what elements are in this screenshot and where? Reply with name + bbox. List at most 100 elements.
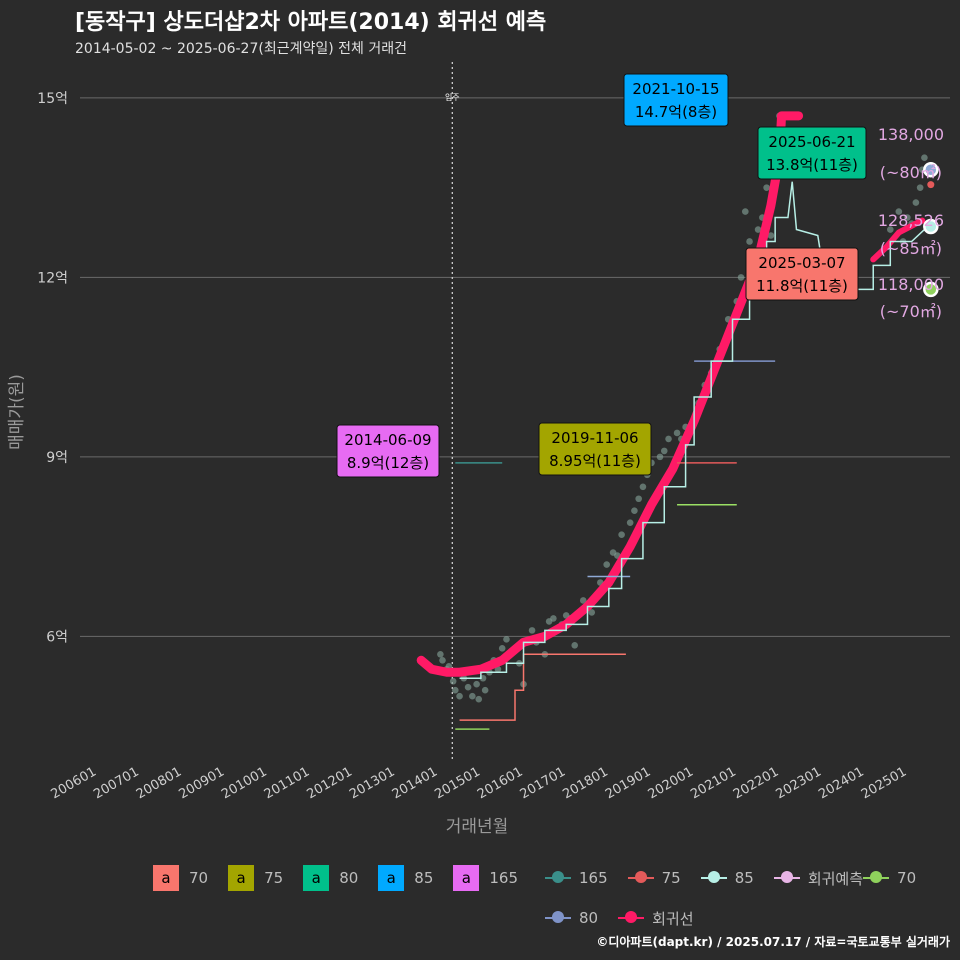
annotation-bg: [538, 422, 652, 476]
line-legend: 165 75 85 회귀예측 70 80 회귀선: [545, 865, 945, 931]
legend-line-label: 회귀선: [652, 909, 694, 928]
forecast-area: (~80㎡): [880, 163, 942, 182]
scatter-point: [579, 597, 587, 604]
scatter-point: [916, 184, 924, 191]
chart-title: [동작구] 상도더샵2차 아파트(2014) 회귀선 예측: [75, 10, 547, 35]
x-tick-label: 201301: [347, 764, 397, 802]
annotation-box: 2019-11-06 8.95억(11층): [538, 422, 652, 476]
y-tick-label: 15억: [37, 91, 68, 107]
x-tick-label: 200801: [134, 764, 184, 802]
scatter-point: [618, 531, 625, 538]
scatter-point: [912, 199, 920, 206]
scatter-point: [469, 692, 476, 700]
scatter-point: [660, 447, 668, 455]
scatter-point: [456, 692, 463, 700]
legend-line-item: 80: [545, 905, 598, 931]
scatter-point: [673, 429, 681, 437]
legend-line-label: 80: [579, 909, 599, 927]
x-tick-label: 201501: [432, 764, 482, 802]
legend-line-label: 165: [579, 869, 608, 887]
annotation-value: 14.7억(8층): [635, 103, 717, 121]
scatter-point: [498, 645, 506, 652]
annotation-date: 2019-11-06: [551, 429, 638, 447]
forecast-value: 138,000: [878, 125, 944, 144]
forecast-value: 118,000: [878, 275, 944, 294]
scatter-point: [895, 208, 903, 215]
scatter-point: [528, 627, 536, 634]
scatter-point: [921, 154, 928, 162]
legend-area-swatch: a: [228, 865, 255, 891]
scatter-point: [741, 208, 749, 215]
annotation-box: 2021-10-15 14.7억(8층): [623, 73, 729, 127]
legend-area-swatch: a: [303, 865, 330, 891]
x-tick-label: 202201: [731, 764, 781, 802]
regression-line: [416, 111, 804, 677]
x-tick-label: 201201: [304, 764, 354, 802]
x-tick-label: 202501: [859, 764, 909, 802]
x-tick-label: 202001: [646, 764, 696, 802]
forecast-marker: [923, 281, 939, 298]
x-tick-label: 201801: [560, 764, 610, 802]
scatter-point: [473, 680, 480, 688]
x-tick-label: 201401: [390, 764, 440, 802]
scatter-point: [737, 274, 745, 281]
annotation-value: 13.8억(11층): [766, 156, 858, 174]
scatter-point: [635, 495, 642, 503]
x-tick-label: 201601: [475, 764, 525, 802]
area-legend: a 70 a 75 a 80 a 85 a 165: [153, 865, 538, 891]
scatter-point: [631, 507, 638, 515]
x-tick-label: 202401: [816, 764, 866, 802]
legend-line-item: 회귀선: [618, 905, 694, 931]
legend-area-label: 70: [189, 869, 209, 887]
annotation-bg: [623, 73, 729, 127]
scatter-point: [603, 561, 610, 568]
legend-line-swatch: [545, 865, 571, 891]
annotation-value: 8.9억(12층): [347, 454, 429, 472]
legend-line-item: 75: [627, 865, 681, 891]
scatter-point: [588, 609, 596, 616]
forecast-marker: [923, 218, 939, 235]
scatter-point: [767, 232, 775, 239]
legend-line-item: 회귀예측: [773, 865, 864, 891]
annotation-bg: [336, 424, 440, 478]
y-tick-label: 6억: [46, 629, 68, 645]
annotation-bg: [745, 247, 859, 301]
x-tick-label: 201001: [219, 764, 269, 802]
scatter-point: [439, 656, 446, 664]
x-tick-label: 202301: [774, 764, 824, 802]
scatter-point: [571, 642, 579, 649]
annotation-bg: [757, 126, 867, 180]
y-axis-title: 매매가(원): [7, 374, 27, 450]
legend-line-swatch: [545, 905, 571, 931]
legend-area-label: 80: [339, 869, 359, 887]
x-tick-label: 201901: [603, 764, 653, 802]
forecast-value: 128,526: [878, 211, 944, 230]
forecast-area: (~85㎡): [880, 239, 942, 258]
annotation-box: 2025-03-07 11.8억(11층): [745, 247, 859, 301]
scatter-point: [475, 695, 483, 703]
legend-line-item: 85: [700, 865, 754, 891]
legend-line-item: 70: [863, 865, 916, 891]
legend-area-label: 165: [489, 869, 519, 887]
scatter-point: [437, 651, 444, 658]
scatter-point: [481, 686, 489, 694]
credit-text: ©디아파트(dapt.kr) / 2025.07.17 / 자료=국토교통부 실…: [596, 935, 950, 949]
annotation-date: 2021-10-15: [632, 80, 719, 98]
forecast-marker: [923, 161, 939, 178]
x-tick-label: 201101: [262, 764, 312, 802]
chart-subtitle: 2014-05-02 ~ 2025-06-27(최근계약일) 전체 거래건: [75, 41, 407, 57]
x-tick-label: 201701: [518, 764, 568, 802]
legend-line-swatch: [773, 865, 800, 891]
forecast-area: (~70㎡): [880, 302, 942, 321]
annotation-date: 2014-06-09: [344, 431, 431, 449]
scatter-point: [464, 683, 472, 691]
y-tick-label: 12억: [37, 270, 68, 286]
legend-line-label: 회귀예측: [807, 869, 864, 888]
x-tick-label: 202101: [688, 764, 738, 802]
series-line: [459, 181, 925, 679]
legend-line-label: 70: [897, 869, 917, 887]
scatter-point: [665, 435, 672, 443]
scatter-point: [449, 677, 457, 685]
